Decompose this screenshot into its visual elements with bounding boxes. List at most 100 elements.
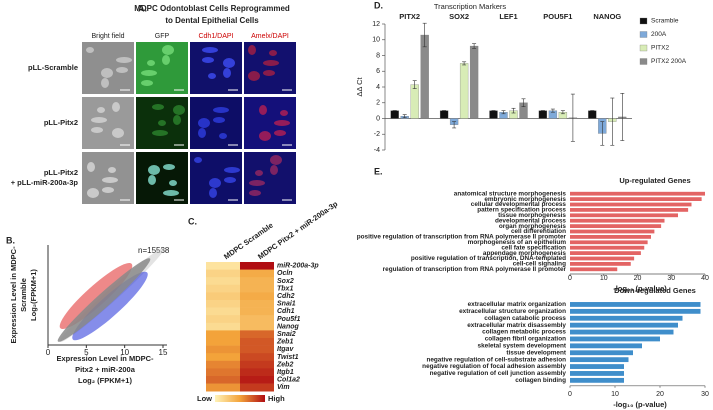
cell-blob bbox=[112, 102, 120, 112]
micrograph bbox=[136, 42, 188, 94]
row-label: pLL-Pitx2 bbox=[44, 168, 78, 177]
cell-blob bbox=[208, 73, 216, 79]
cell-blob bbox=[202, 47, 218, 53]
cell-blob bbox=[147, 60, 155, 66]
bar bbox=[420, 34, 429, 119]
bar bbox=[570, 371, 624, 376]
y-tick-label: 12 bbox=[372, 21, 380, 28]
heatmap-cell bbox=[206, 300, 240, 308]
cell-blob bbox=[116, 57, 132, 63]
category-label: tissue morphogenesis bbox=[498, 212, 566, 219]
cell-blob bbox=[169, 180, 177, 186]
heatmap-cell bbox=[240, 284, 274, 293]
gene-label: Sox2 bbox=[277, 278, 294, 285]
cell-blob bbox=[224, 177, 236, 183]
panel-label: C. bbox=[188, 216, 197, 226]
cell-blob bbox=[141, 70, 157, 76]
bar bbox=[570, 377, 624, 383]
category-label: extracellular matrix organization bbox=[468, 301, 566, 308]
category-label: pattern specification process bbox=[477, 207, 566, 214]
cell-blob bbox=[91, 117, 107, 123]
legend-label: 200A bbox=[651, 31, 667, 38]
heatmap-cell bbox=[240, 262, 274, 270]
bar bbox=[570, 251, 641, 255]
bar bbox=[570, 302, 701, 307]
bar bbox=[570, 267, 618, 272]
category-label: cell differentiation bbox=[511, 228, 566, 235]
bar bbox=[570, 218, 665, 223]
heatmap-cell bbox=[240, 353, 274, 362]
x-axis-label: Pitx2 + miR-200a bbox=[75, 365, 136, 374]
row-label: pLL-Scramble bbox=[28, 63, 78, 72]
bar bbox=[489, 110, 498, 119]
cell-blob bbox=[269, 50, 277, 56]
bar bbox=[570, 343, 642, 349]
column-header: Cdh1/DAPI bbox=[198, 33, 233, 40]
category-label: extracellular structure organization bbox=[459, 308, 566, 315]
category-label: collagen binding bbox=[515, 377, 566, 384]
heatmap-cell bbox=[206, 269, 240, 278]
bar bbox=[570, 245, 645, 250]
heatmap-cell bbox=[206, 262, 240, 270]
y-tick-label: 4 bbox=[376, 84, 380, 91]
y-axis-label: Log₂(FPKM+1) bbox=[29, 269, 38, 321]
cell-blob bbox=[141, 80, 153, 86]
category-label: regulation of transcription from RNA pol… bbox=[383, 266, 567, 273]
heatmap-cell bbox=[240, 368, 274, 377]
panel-label: D. bbox=[374, 0, 383, 10]
cell-blob bbox=[108, 167, 116, 173]
chart-title: Transcription Markers bbox=[434, 2, 506, 11]
chart-title: Down-regulated Genes bbox=[614, 286, 696, 295]
bar bbox=[570, 224, 662, 228]
legend-label: PITX2 200A bbox=[651, 58, 687, 65]
cell-blob bbox=[116, 67, 128, 73]
n-label: n=15538 bbox=[138, 246, 170, 255]
heatmap-cell bbox=[240, 330, 274, 339]
cell-blob bbox=[162, 45, 174, 55]
bar bbox=[588, 110, 597, 119]
category-label: extracellular matrix disassembly bbox=[467, 322, 566, 329]
category-label: cellular developmental process bbox=[471, 201, 567, 208]
heatmap-cell bbox=[206, 376, 240, 384]
cell-blob bbox=[112, 128, 124, 138]
category-label: collagen fibril organization bbox=[485, 336, 566, 343]
x-axis-label: -log₁₀ (p-value) bbox=[613, 400, 667, 409]
y-tick-label: -4 bbox=[374, 147, 380, 154]
heatmap-cell bbox=[206, 338, 240, 346]
x-tick-label: 30 bbox=[701, 391, 709, 398]
category-label: POU5F1 bbox=[543, 12, 572, 21]
category-label: skeletal system development bbox=[478, 343, 567, 350]
cell-blob bbox=[270, 155, 282, 165]
column-header: Bright field bbox=[91, 33, 124, 40]
x-tick-label: 10 bbox=[611, 391, 619, 398]
gene-label: Pou5f1 bbox=[277, 316, 300, 323]
gene-label: Itgb1 bbox=[277, 369, 294, 376]
category-label: cell-cell signaling bbox=[513, 261, 566, 268]
cell-blob bbox=[224, 167, 240, 173]
cell-blob bbox=[213, 107, 229, 113]
category-label: tissue development bbox=[506, 349, 567, 356]
x-tick-label: 15 bbox=[159, 348, 168, 357]
cell-blob bbox=[263, 60, 279, 66]
heatmap-cell bbox=[240, 277, 274, 286]
x-tick-label: 0 bbox=[46, 348, 51, 357]
category-label: negative regulation of cell-substrate ad… bbox=[426, 356, 566, 363]
cell-blob bbox=[259, 131, 271, 141]
bar bbox=[469, 45, 479, 119]
y-tick-label: -2 bbox=[374, 131, 380, 138]
cell-blob bbox=[194, 157, 202, 163]
heatmap-cell bbox=[240, 307, 274, 316]
bar bbox=[390, 110, 399, 119]
panel-label: A. bbox=[138, 3, 147, 13]
y-axis-label: Expression Level in MDPC- bbox=[9, 246, 18, 344]
panel-title: MDPC Odontoblast Cells Reprogrammed bbox=[134, 4, 290, 13]
bar bbox=[570, 202, 692, 207]
heatmap-cell bbox=[240, 315, 274, 324]
category-label: appendage morphogenesis bbox=[483, 250, 567, 257]
x-tick-label: 30 bbox=[667, 275, 675, 282]
heatmap-cell bbox=[206, 345, 240, 354]
cell-blob bbox=[102, 187, 114, 193]
x-axis-label: -log₁₀ (p-value) bbox=[613, 284, 667, 293]
category-label: SOX2 bbox=[449, 12, 469, 21]
